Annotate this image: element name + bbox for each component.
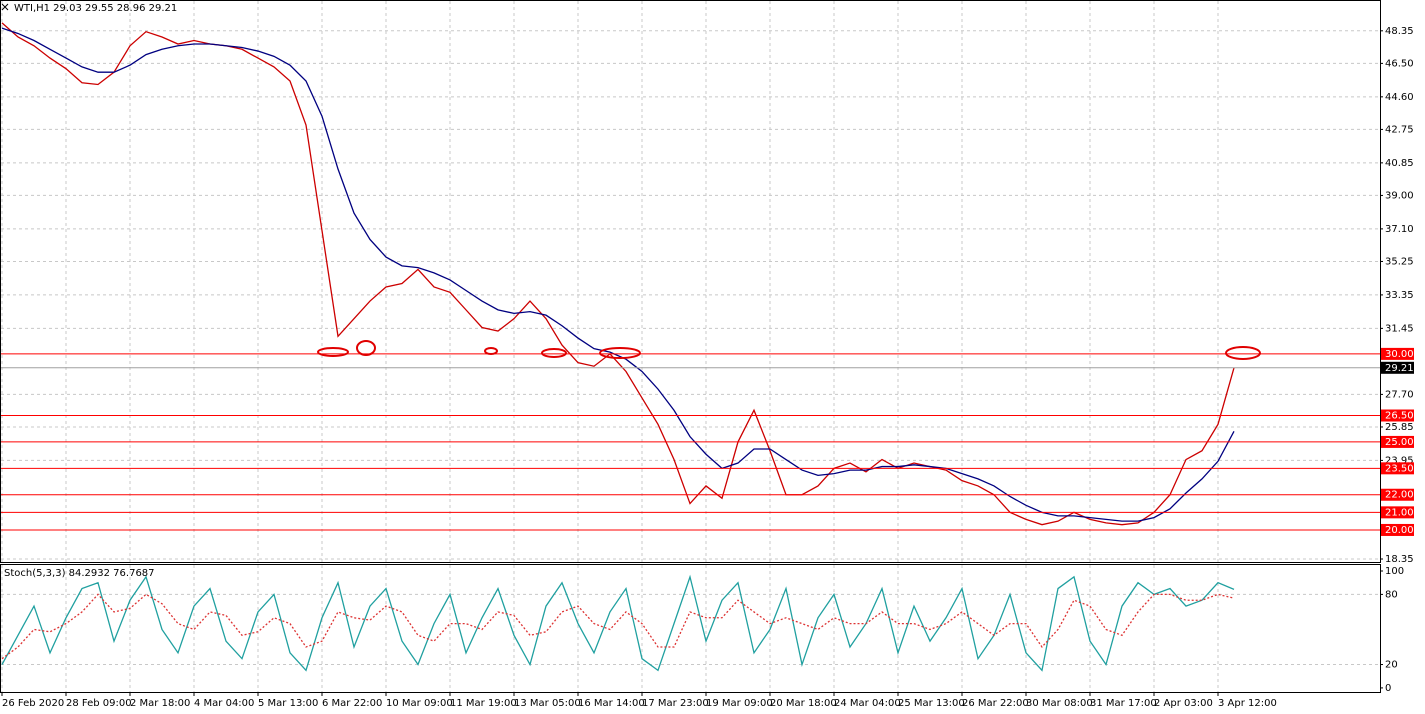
level-label-bg [1381, 523, 1414, 536]
x-tick-label: 11 Mar 19:00 [450, 698, 517, 709]
x-tick-label: 4 Mar 04:00 [194, 698, 254, 709]
y-tick-label: 37.10 [1385, 224, 1414, 235]
annotation-ellipse [599, 347, 641, 359]
y-tick-label: 33.35 [1385, 290, 1414, 301]
annotation-ellipse [541, 348, 567, 358]
series-line [1, 593, 1235, 660]
x-tick-label: 25 Mar 13:00 [898, 698, 965, 709]
current-price-label: 29.21 [1385, 363, 1414, 374]
indicator-title: Stoch(5,3,3) 84.2932 76.7687 [4, 568, 155, 579]
y-tick-label: 39.00 [1385, 190, 1414, 201]
level-label-bg [1381, 488, 1414, 501]
level-label: 30.00 [1385, 349, 1414, 360]
symbol-icon [1, 3, 9, 11]
y-tick-label: 27.70 [1385, 389, 1414, 400]
level-label-bg [1381, 347, 1414, 360]
level-label: 25.00 [1385, 437, 1414, 448]
level-label: 20.00 [1385, 525, 1414, 536]
x-tick-label: 2 Apr 03:00 [1154, 698, 1213, 709]
grid-layer [1, 1, 1380, 692]
x-tick-label: 30 Mar 08:00 [1026, 698, 1093, 709]
level-label-bg [1381, 462, 1414, 475]
y-tick-label: 100 [1385, 566, 1404, 577]
x-tick-label: 13 Mar 05:00 [514, 698, 581, 709]
y-tick-label: 25.85 [1385, 422, 1414, 433]
level-label: 26.50 [1385, 411, 1414, 422]
y-tick-label: 18.35 [1385, 554, 1414, 565]
x-tick-label: 16 Mar 14:00 [578, 698, 645, 709]
x-tick-label: 26 Mar 22:00 [962, 698, 1029, 709]
stoch-panel [0, 564, 1381, 693]
y-tick-label: 35.25 [1385, 256, 1414, 267]
x-tick-label: 3 Apr 12:00 [1218, 698, 1277, 709]
annotation-ellipse [317, 347, 349, 357]
level-label: 23.50 [1385, 463, 1414, 474]
y-tick-label: 31.45 [1385, 323, 1414, 334]
level-label-bg [1381, 435, 1414, 448]
annotation-ellipse [1225, 346, 1261, 360]
y-tick-label: 40.85 [1385, 158, 1414, 169]
x-tick-label: 10 Mar 09:00 [386, 698, 453, 709]
level-label-bg [1381, 409, 1414, 422]
annotations [317, 340, 1261, 360]
x-tick-label: 2 Mar 18:00 [130, 698, 190, 709]
level-label: 21.00 [1385, 507, 1414, 518]
level-label-bg [1381, 506, 1414, 519]
y-tick-label: 48.35 [1385, 26, 1414, 37]
x-tick-label: 6 Mar 22:00 [322, 698, 382, 709]
x-tick-label: 31 Mar 17:00 [1090, 698, 1157, 709]
y-tick-label: 42.75 [1385, 124, 1414, 135]
main-panel [0, 0, 1381, 563]
current-price-bg [1381, 361, 1414, 374]
y-tick-label: 23.95 [1385, 455, 1414, 466]
x-tick-label: 5 Mar 13:00 [258, 698, 318, 709]
x-tick-label: 20 Mar 18:00 [770, 698, 837, 709]
x-tick-label: 28 Feb 09:00 [66, 698, 132, 709]
chart-title: WTI,H1 29.03 29.55 28.96 29.21 [14, 3, 177, 14]
x-tick-label: 17 Mar 23:00 [642, 698, 709, 709]
y-tick-label: 80 [1385, 589, 1398, 600]
level-label: 22.00 [1385, 490, 1414, 501]
x-tick-label: 19 Mar 09:00 [706, 698, 773, 709]
y-tick-label: 46.50 [1385, 58, 1414, 69]
y-tick-label: 20 [1385, 660, 1398, 671]
annotation-ellipse [484, 347, 498, 355]
series-line [1, 27, 1235, 522]
series-line [1, 574, 1235, 672]
y-tick-label: 44.60 [1385, 92, 1414, 103]
mark-layer: 48.35 46.50 44.60 42.75 40.85 39.00 37.10 35.25… [1, 22, 1414, 709]
annotation-ellipse [356, 340, 376, 356]
y-tick-label: 0 [1385, 683, 1391, 694]
x-tick-label: 26 Feb 2020 [2, 698, 64, 709]
x-tick-label: 24 Mar 04:00 [834, 698, 901, 709]
